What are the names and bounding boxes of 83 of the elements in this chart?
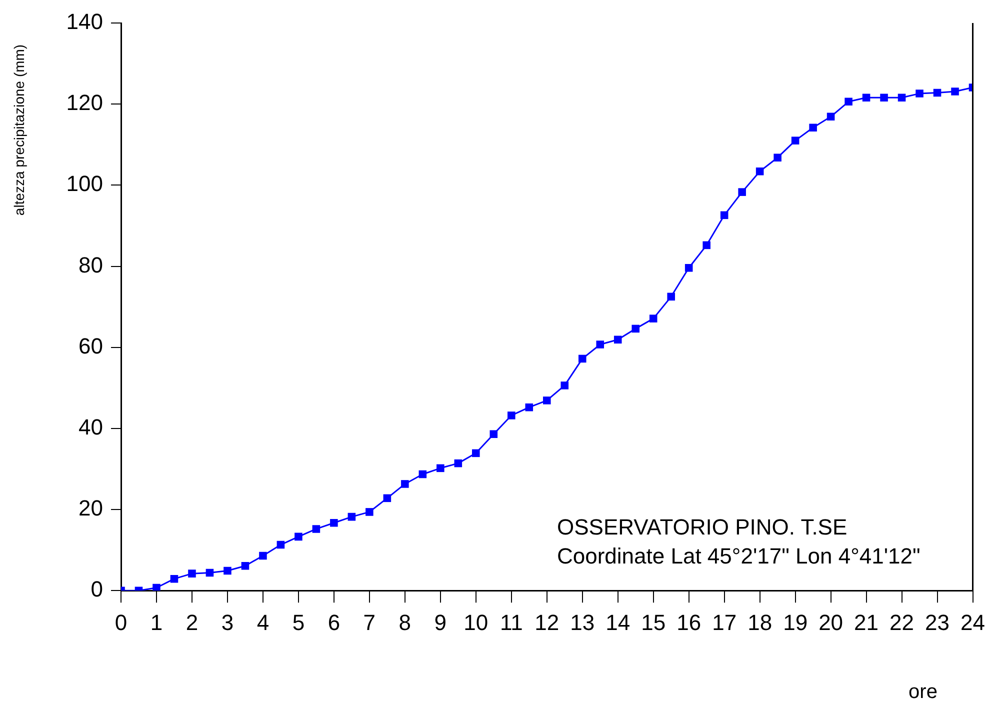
annotation: Coordinate Lat 45°2'17" Lon 4°41'12" <box>557 544 920 569</box>
point <box>649 314 658 322</box>
annotation: OSSERVATORIO PINO. T.SE <box>557 514 848 540</box>
point <box>401 480 409 488</box>
x-tick-label: 19 <box>783 610 808 635</box>
x-tick-label: 17 <box>712 610 737 635</box>
point <box>294 532 302 541</box>
point <box>542 396 551 404</box>
x-tick-label: 12 <box>534 610 560 635</box>
point <box>898 94 906 102</box>
x-tick-label: 23 <box>925 610 950 635</box>
x-tick-label: 7 <box>363 610 376 635</box>
point <box>826 112 835 121</box>
point <box>206 568 214 577</box>
point <box>241 562 250 570</box>
x-tick-label: 5 <box>292 610 305 635</box>
y-tick-label: 0 <box>90 576 103 602</box>
point <box>472 449 480 458</box>
point <box>596 340 604 348</box>
point <box>188 570 196 578</box>
point <box>862 94 870 102</box>
point <box>170 574 178 583</box>
x-tick-label: 21 <box>854 610 879 635</box>
point <box>578 354 586 363</box>
point <box>844 98 852 106</box>
y-tick-label: 120 <box>66 90 103 116</box>
point <box>756 168 764 176</box>
point <box>490 430 498 438</box>
x-tick-label: 2 <box>186 610 198 635</box>
x-tick-label: 4 <box>256 610 270 635</box>
point <box>560 382 569 390</box>
y-tick-label: 140 <box>66 9 103 34</box>
x-tick-label: 15 <box>641 610 666 635</box>
x-tick-label: 16 <box>676 610 702 635</box>
x-tick-label: 14 <box>606 610 630 635</box>
x-tick-label: 1 <box>150 610 163 635</box>
point <box>702 241 710 250</box>
point <box>152 584 160 591</box>
point <box>614 336 622 344</box>
x-axis-title: ore <box>908 681 938 701</box>
point <box>312 525 320 533</box>
x-tick-label: 11 <box>500 610 523 635</box>
y-tick-label: 40 <box>78 414 103 440</box>
point <box>366 508 374 516</box>
point <box>259 552 267 560</box>
x-tick-label: 18 <box>748 610 772 635</box>
x-tick-label: 24 <box>960 610 986 635</box>
point <box>933 88 942 97</box>
point <box>916 90 924 98</box>
point <box>276 540 285 549</box>
x-tick-label: 13 <box>570 610 595 635</box>
point <box>738 188 746 196</box>
point <box>809 124 817 132</box>
point <box>525 403 534 412</box>
x-tick-label: 20 <box>818 610 844 635</box>
x-tick-label: 0 <box>114 610 128 635</box>
point <box>224 566 232 575</box>
point <box>720 211 728 220</box>
x-tick-label: 9 <box>434 610 447 635</box>
point <box>383 494 392 502</box>
x-tick-label: 10 <box>464 610 488 635</box>
point <box>951 88 959 96</box>
y-tick-label: 100 <box>66 171 103 196</box>
x-tick-label: 22 <box>890 610 914 635</box>
y-tick-label: 60 <box>78 333 103 358</box>
point <box>632 324 640 333</box>
point <box>667 292 675 301</box>
y-tick-label: 20 <box>78 496 103 521</box>
point <box>418 470 427 478</box>
x-tick-label: 6 <box>328 610 340 635</box>
point <box>508 412 516 420</box>
point <box>791 136 800 144</box>
x-tick-label: 8 <box>398 610 412 635</box>
point <box>436 464 444 472</box>
point <box>348 512 356 521</box>
point <box>684 264 693 272</box>
y-axis-title: altezza precipitazione (mm) <box>11 44 27 216</box>
x-tick-label: 3 <box>221 610 234 635</box>
point <box>330 519 338 527</box>
y-tick-label: 80 <box>78 252 103 278</box>
point <box>454 459 462 468</box>
point <box>880 94 888 102</box>
point <box>774 154 782 162</box>
